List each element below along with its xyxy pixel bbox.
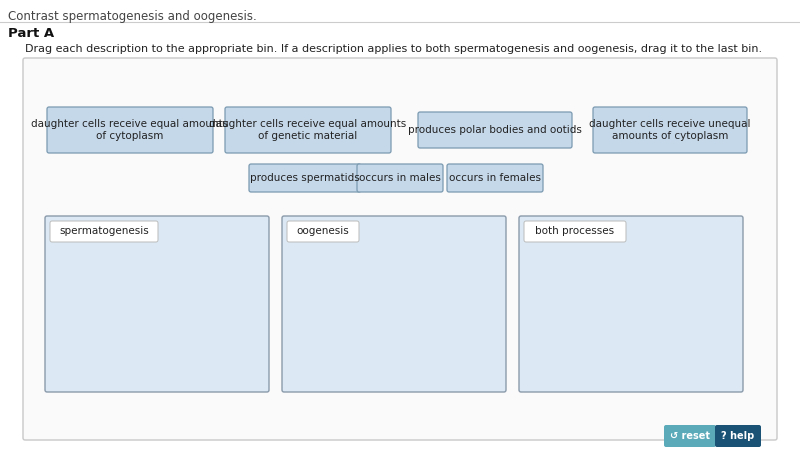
FancyBboxPatch shape — [519, 216, 743, 392]
Text: daughter cells receive equal amounts
of genetic material: daughter cells receive equal amounts of … — [210, 119, 406, 141]
FancyBboxPatch shape — [447, 164, 543, 192]
Text: daughter cells receive equal amounts
of cytoplasm: daughter cells receive equal amounts of … — [31, 119, 229, 141]
Text: Contrast spermatogenesis and oogenesis.: Contrast spermatogenesis and oogenesis. — [8, 10, 257, 23]
FancyBboxPatch shape — [225, 107, 391, 153]
FancyBboxPatch shape — [45, 216, 269, 392]
Text: oogenesis: oogenesis — [297, 226, 350, 237]
Text: occurs in females: occurs in females — [449, 173, 541, 183]
FancyBboxPatch shape — [287, 221, 359, 242]
FancyBboxPatch shape — [47, 107, 213, 153]
Text: both processes: both processes — [535, 226, 614, 237]
FancyBboxPatch shape — [418, 112, 572, 148]
FancyBboxPatch shape — [357, 164, 443, 192]
Text: Drag each description to the appropriate bin. If a description applies to both s: Drag each description to the appropriate… — [25, 44, 762, 54]
FancyBboxPatch shape — [249, 164, 361, 192]
Text: Part A: Part A — [8, 27, 54, 40]
Text: ↺ reset: ↺ reset — [670, 431, 710, 441]
FancyBboxPatch shape — [23, 58, 777, 440]
Text: spermatogenesis: spermatogenesis — [59, 226, 149, 237]
FancyBboxPatch shape — [715, 425, 761, 447]
FancyBboxPatch shape — [282, 216, 506, 392]
Text: occurs in males: occurs in males — [359, 173, 441, 183]
Text: produces spermatids: produces spermatids — [250, 173, 360, 183]
Text: ? help: ? help — [722, 431, 754, 441]
FancyBboxPatch shape — [50, 221, 158, 242]
FancyBboxPatch shape — [593, 107, 747, 153]
Text: produces polar bodies and ootids: produces polar bodies and ootids — [408, 125, 582, 135]
Text: daughter cells receive unequal
amounts of cytoplasm: daughter cells receive unequal amounts o… — [590, 119, 750, 141]
FancyBboxPatch shape — [524, 221, 626, 242]
FancyBboxPatch shape — [664, 425, 716, 447]
